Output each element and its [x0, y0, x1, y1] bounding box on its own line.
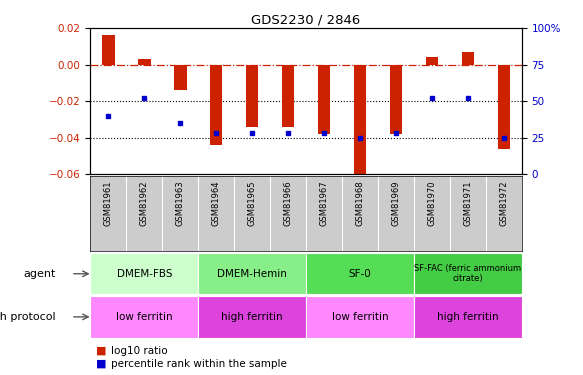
Bar: [306, 296, 414, 338]
Text: high ferritin: high ferritin: [222, 312, 283, 322]
Bar: [354, 64, 366, 178]
Bar: [138, 59, 150, 64]
Text: low ferritin: low ferritin: [116, 312, 173, 322]
Title: GDS2230 / 2846: GDS2230 / 2846: [251, 14, 361, 27]
Text: GSM81967: GSM81967: [319, 180, 329, 226]
Text: GSM81969: GSM81969: [391, 180, 401, 225]
Bar: [414, 253, 522, 294]
Bar: [90, 253, 198, 294]
Text: SF-FAC (ferric ammonium
citrate): SF-FAC (ferric ammonium citrate): [415, 264, 521, 284]
Text: ■: ■: [96, 359, 107, 369]
Text: DMEM-Hemin: DMEM-Hemin: [217, 269, 287, 279]
Text: low ferritin: low ferritin: [332, 312, 388, 322]
Text: log10 ratio: log10 ratio: [111, 346, 167, 355]
Bar: [198, 296, 306, 338]
Text: GSM81964: GSM81964: [212, 180, 221, 225]
Text: GSM81961: GSM81961: [104, 180, 113, 225]
Bar: [462, 52, 474, 64]
Text: GSM81962: GSM81962: [140, 180, 149, 225]
Bar: [426, 57, 438, 64]
Bar: [90, 296, 198, 338]
Text: GSM81965: GSM81965: [248, 180, 257, 225]
Bar: [246, 64, 258, 127]
Bar: [198, 253, 306, 294]
Bar: [174, 64, 187, 90]
Text: SF-0: SF-0: [349, 269, 371, 279]
Text: growth protocol: growth protocol: [0, 312, 56, 322]
Bar: [318, 64, 331, 134]
Bar: [306, 253, 414, 294]
Text: GSM81972: GSM81972: [499, 180, 508, 225]
Text: DMEM-FBS: DMEM-FBS: [117, 269, 172, 279]
Bar: [282, 64, 294, 127]
Text: high ferritin: high ferritin: [437, 312, 498, 322]
Text: GSM81966: GSM81966: [283, 180, 293, 226]
Bar: [389, 64, 402, 134]
Bar: [497, 64, 510, 149]
Text: GSM81971: GSM81971: [463, 180, 472, 225]
Bar: [102, 36, 115, 64]
Text: GSM81968: GSM81968: [356, 180, 364, 226]
Text: percentile rank within the sample: percentile rank within the sample: [111, 359, 287, 369]
Bar: [414, 296, 522, 338]
Text: agent: agent: [23, 269, 56, 279]
Bar: [210, 64, 223, 145]
Text: GSM81970: GSM81970: [427, 180, 437, 225]
Text: GSM81963: GSM81963: [175, 180, 185, 226]
Text: ■: ■: [96, 346, 107, 355]
